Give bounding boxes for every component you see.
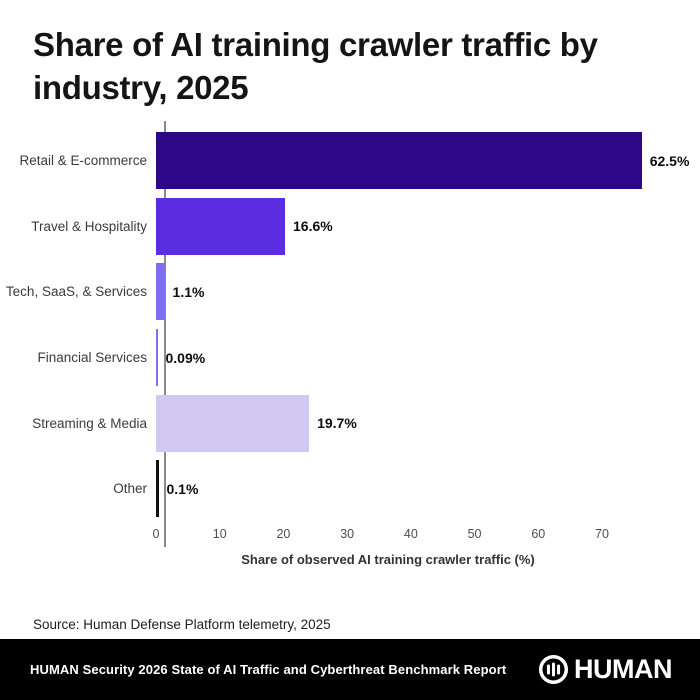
value-label: 19.7% — [317, 415, 357, 432]
x-tick: 0 — [152, 527, 160, 541]
bar-tech — [156, 263, 165, 321]
x-tick: 30 — [340, 527, 355, 541]
x-axis-ticks: 0 10 20 30 40 50 60 70 — [152, 527, 609, 543]
x-tick: 10 — [212, 527, 227, 541]
bar-row-tech: Tech, SaaS, & Services 1.1% — [0, 259, 700, 325]
bar-row-streaming: Streaming & Media 19.7% — [0, 390, 700, 456]
bar-retail — [156, 132, 642, 190]
bar-financial — [156, 329, 158, 387]
category-label: Streaming & Media — [32, 415, 147, 431]
chart-title: Share of AI training crawler traffic by … — [33, 24, 683, 110]
value-label: 0.1% — [166, 480, 199, 497]
bar-row-financial: Financial Services 0.09% — [0, 325, 700, 391]
x-tick: 60 — [531, 527, 546, 541]
category-label: Financial Services — [37, 350, 147, 366]
value-label: 1.1% — [172, 283, 205, 300]
bar-row-other: Other 0.1% — [0, 456, 700, 522]
bar-chart: Retail & E-commerce 62.5% Travel & Hospi… — [0, 128, 700, 522]
y-axis-line — [164, 121, 166, 547]
plot-band: 0.1% — [156, 460, 700, 518]
plot-band: 19.7% — [156, 394, 700, 452]
x-tick: 40 — [403, 527, 418, 541]
human-wordmark: HUMAN — [574, 654, 673, 684]
value-label: 16.6% — [293, 218, 333, 235]
bar-row-retail: Retail & E-commerce 62.5% — [0, 128, 700, 194]
value-label: 62.5% — [649, 152, 690, 169]
plot-band: 16.6% — [156, 197, 700, 255]
bar-row-travel: Travel & Hospitality 16.6% — [0, 194, 700, 260]
chart-title-line-2: industry, 2025 — [33, 68, 249, 106]
bar-travel — [156, 197, 285, 255]
x-tick: 20 — [276, 527, 291, 541]
value-label: 0.09% — [165, 349, 206, 366]
bar-other — [156, 460, 159, 518]
category-label: Retail & E-commerce — [19, 153, 147, 169]
plot-band: 62.5% — [156, 132, 700, 190]
human-logo-mark-icon — [538, 654, 569, 685]
bar-streaming — [156, 394, 310, 452]
footer-bar: HUMAN Security 2026 State of AI Traffic … — [0, 639, 700, 700]
source-note: Source: Human Defense Platform telemetry… — [33, 617, 331, 632]
category-label: Tech, SaaS, & Services — [5, 284, 147, 300]
report-title: HUMAN Security 2026 State of AI Traffic … — [30, 662, 507, 677]
x-tick: 50 — [467, 527, 482, 541]
plot-band: 1.1% — [156, 263, 700, 321]
x-axis-label: Share of observed AI training crawler tr… — [241, 552, 535, 567]
plot-band: 0.09% — [156, 329, 700, 387]
x-tick: 70 — [595, 527, 609, 541]
human-logo: HUMAN — [538, 654, 673, 685]
category-label: Other — [113, 481, 147, 497]
category-label: Travel & Hospitality — [31, 218, 147, 234]
chart-title-line-1: Share of AI training crawler traffic by — [33, 26, 598, 63]
